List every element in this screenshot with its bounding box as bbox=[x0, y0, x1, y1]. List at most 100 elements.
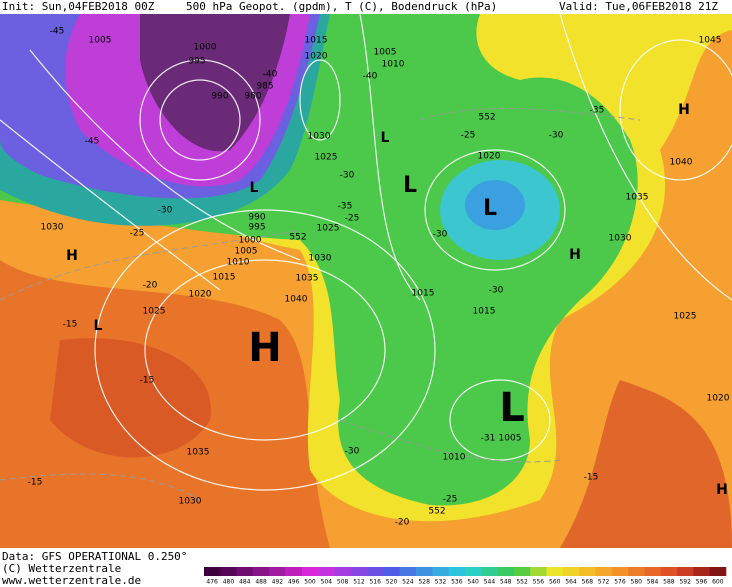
color-swatch bbox=[611, 567, 629, 576]
map-label: L bbox=[94, 318, 103, 334]
map-label: 1035 bbox=[296, 274, 319, 284]
map-label: 1020 bbox=[478, 152, 501, 162]
map-label: 1040 bbox=[670, 158, 693, 168]
map-label: -25 bbox=[443, 495, 458, 505]
color-scale-label: 580 bbox=[631, 579, 643, 586]
isobar bbox=[0, 14, 732, 301]
isobar bbox=[619, 39, 732, 181]
color-swatch bbox=[562, 567, 580, 576]
map-label: -15 bbox=[584, 473, 599, 483]
color-swatch bbox=[660, 567, 678, 576]
isobar bbox=[139, 59, 261, 181]
map-label: -25 bbox=[130, 229, 145, 239]
color-scale-label: 480 bbox=[223, 579, 235, 586]
color-swatch bbox=[334, 567, 352, 576]
map-label: 1030 bbox=[179, 497, 202, 507]
blue-core bbox=[465, 180, 525, 230]
color-scale-label: 524 bbox=[402, 579, 414, 586]
map-label: H bbox=[569, 247, 581, 263]
color-swatch bbox=[481, 567, 498, 576]
map-label: -35 bbox=[338, 202, 353, 212]
map-label: 1015 bbox=[412, 289, 435, 299]
color-scale-label: 536 bbox=[451, 579, 463, 586]
map-label: -25 bbox=[345, 214, 360, 224]
init-text: Init: Sun,04FEB2018 00Z bbox=[2, 0, 155, 13]
color-scale-label: 596 bbox=[696, 579, 708, 586]
map-label: 1020 bbox=[189, 290, 212, 300]
color-swatch bbox=[301, 567, 319, 576]
map-label: -15 bbox=[28, 478, 43, 488]
map-label: 1025 bbox=[674, 312, 697, 322]
isobar bbox=[449, 379, 551, 461]
color-scale-label: 568 bbox=[582, 579, 594, 586]
map-label: L bbox=[250, 180, 259, 196]
map-label: H bbox=[716, 482, 728, 498]
map-label: 1000 bbox=[194, 43, 217, 53]
map-label: H bbox=[678, 102, 690, 118]
map-label: -20 bbox=[395, 518, 410, 528]
map-label: -35 bbox=[590, 106, 605, 116]
map-label: 1025 bbox=[317, 224, 340, 234]
website: www.wetterzentrale.de bbox=[2, 574, 141, 587]
color-scale-label: 528 bbox=[418, 579, 430, 586]
map-label: 1005 bbox=[499, 434, 522, 444]
color-swatch bbox=[546, 567, 564, 576]
color-scale: 476 480 484 488 492 496 500 504 508 512 516 520 524 5… bbox=[204, 567, 727, 586]
color-swatch bbox=[350, 567, 368, 576]
map-label: -45 bbox=[85, 137, 100, 147]
isobar bbox=[299, 59, 341, 141]
map-label: 552 bbox=[289, 233, 306, 243]
color-scale-label: 576 bbox=[614, 579, 626, 586]
map-label: 990 bbox=[248, 213, 265, 223]
map-label: -40 bbox=[263, 70, 278, 80]
map-label: -15 bbox=[140, 376, 155, 386]
color-scale-label: 520 bbox=[386, 579, 398, 586]
color-swatch bbox=[693, 567, 710, 576]
color-scale-label: 584 bbox=[647, 579, 659, 586]
isobar bbox=[94, 209, 436, 491]
map-label: 1015 bbox=[305, 36, 328, 46]
color-scale-label: 592 bbox=[679, 579, 691, 586]
map-label: 990 bbox=[211, 92, 228, 102]
valid-text: Valid: Tue,06FEB2018 21Z bbox=[559, 0, 718, 13]
color-scale-label: 496 bbox=[288, 579, 300, 586]
map-label: -30 bbox=[549, 131, 564, 141]
map-label: 1015 bbox=[213, 273, 236, 283]
color-scale-label: 540 bbox=[467, 579, 479, 586]
color-scale-label: 552 bbox=[516, 579, 528, 586]
isobar bbox=[159, 79, 241, 161]
map-label: 1020 bbox=[707, 394, 730, 404]
map-label: 1015 bbox=[473, 307, 496, 317]
map-label: 1030 bbox=[308, 132, 331, 142]
color-scale-label: 588 bbox=[663, 579, 675, 586]
map-label: 1010 bbox=[227, 258, 250, 268]
map-label: H bbox=[66, 248, 78, 264]
map-label: -30 bbox=[433, 230, 448, 240]
color-swatch bbox=[448, 567, 466, 576]
data-source: Data: GFS OPERATIONAL 0.250° bbox=[2, 550, 187, 563]
copyright: (C) Wetterzentrale bbox=[2, 562, 121, 575]
color-swatch bbox=[513, 567, 531, 576]
map-label: -30 bbox=[489, 286, 504, 296]
color-swatch bbox=[709, 567, 727, 576]
map-label: 980 bbox=[244, 92, 261, 102]
map-label: 1025 bbox=[143, 307, 166, 317]
color-swatch bbox=[497, 567, 515, 576]
map-label: 1030 bbox=[41, 223, 64, 233]
color-swatch bbox=[399, 567, 417, 576]
color-swatch bbox=[530, 567, 547, 576]
color-scale-label: 508 bbox=[337, 579, 349, 586]
map-label: -31 bbox=[481, 434, 496, 444]
color-swatch bbox=[252, 567, 270, 576]
color-swatch bbox=[465, 567, 482, 576]
color-swatch bbox=[383, 567, 401, 576]
map-label: 1045 bbox=[699, 36, 722, 46]
map-label: 1010 bbox=[443, 453, 466, 463]
color-scale-label: 532 bbox=[435, 579, 447, 586]
map-label: 1025 bbox=[315, 153, 338, 163]
color-scale-label: 476 bbox=[206, 579, 218, 586]
map-label: -20 bbox=[143, 281, 158, 291]
isobar bbox=[424, 149, 566, 271]
